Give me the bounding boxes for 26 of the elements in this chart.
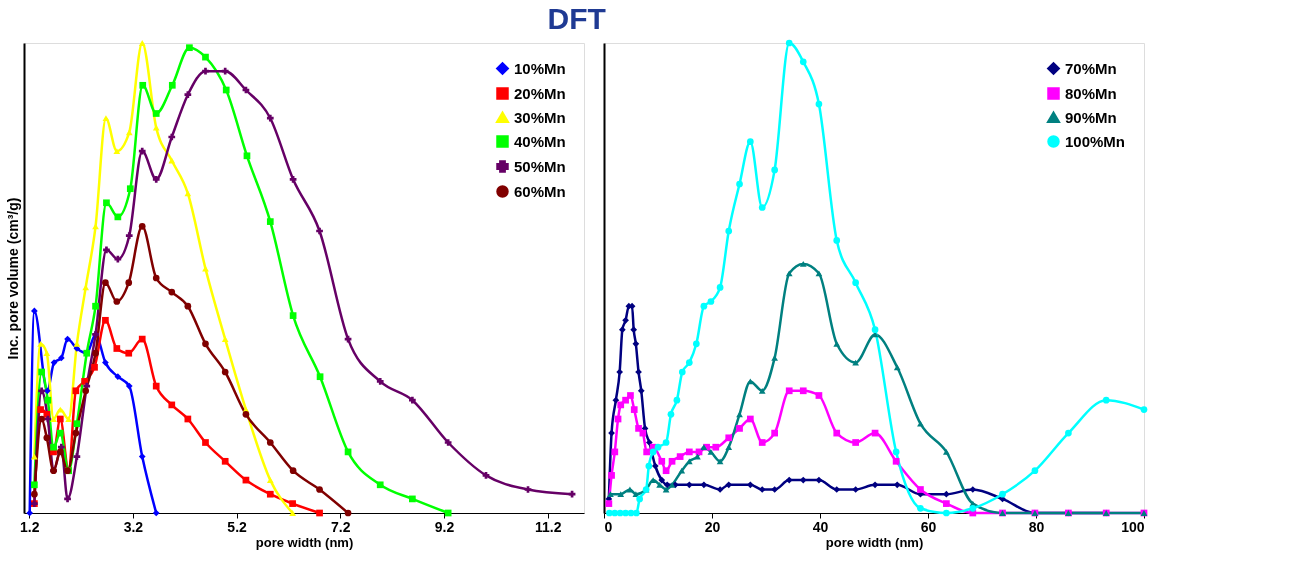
- x-axis-title: pore width (nm): [825, 534, 924, 550]
- legend-label: 70%Mn: [1065, 59, 1117, 77]
- x-tick-label: 60: [920, 518, 937, 535]
- x-tick-label: 7.2: [331, 518, 351, 535]
- legend-label: 10%Mn: [514, 59, 566, 77]
- x-tick-label: 3.2: [123, 518, 144, 535]
- legend-label: 50%Mn: [514, 157, 566, 175]
- legend-label: 80%Mn: [1065, 84, 1117, 102]
- x-tick-label: 100: [1121, 518, 1145, 535]
- x-tick-label: 40: [812, 518, 829, 535]
- legend-label: 60%Mn: [514, 182, 566, 200]
- x-tick-label: 20: [704, 518, 721, 535]
- x-tick-label: 0: [604, 518, 613, 535]
- legend-label: 30%Mn: [514, 108, 566, 126]
- x-tick-label: 11.2: [534, 518, 562, 535]
- x-tick-label: 5.2: [227, 518, 248, 535]
- x-tick-label: 9.2: [434, 518, 455, 535]
- y-axis-title: Inc. pore volume (cm³/g): [4, 197, 21, 360]
- legend-label: 90%Mn: [1065, 108, 1117, 126]
- legend-label: 20%Mn: [514, 84, 566, 102]
- legend-label: 100%Mn: [1065, 132, 1126, 150]
- chart-title: DFT: [547, 2, 606, 36]
- legend-label: 40%Mn: [514, 132, 566, 150]
- x-tick-label: 1.2: [19, 518, 40, 535]
- x-axis-title: pore width (nm): [255, 534, 354, 550]
- x-tick-label: 80: [1028, 518, 1045, 535]
